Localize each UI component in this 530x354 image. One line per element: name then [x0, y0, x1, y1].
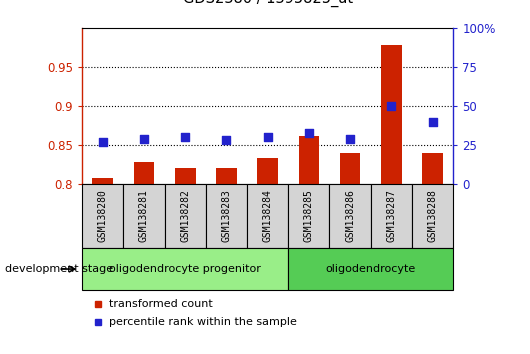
Bar: [92, 178, 113, 184]
Text: GSM138284: GSM138284: [263, 189, 272, 242]
Text: GSM138286: GSM138286: [345, 189, 355, 242]
Text: oligodendrocyte: oligodendrocyte: [325, 264, 416, 274]
Bar: [288, 248, 453, 290]
Bar: [381, 45, 402, 184]
Point: [346, 136, 355, 142]
Bar: [412, 184, 453, 248]
Text: transformed count: transformed count: [109, 299, 213, 309]
Bar: [298, 136, 319, 184]
Bar: [258, 158, 278, 184]
Text: percentile rank within the sample: percentile rank within the sample: [109, 317, 296, 327]
Text: GSM138281: GSM138281: [139, 189, 149, 242]
Bar: [370, 184, 412, 248]
Text: oligodendrocyte progenitor: oligodendrocyte progenitor: [109, 264, 261, 274]
Text: GSM138285: GSM138285: [304, 189, 314, 242]
Bar: [340, 153, 360, 184]
Text: development stage: development stage: [5, 264, 113, 274]
Bar: [134, 162, 154, 184]
Bar: [216, 168, 237, 184]
Text: GSM138282: GSM138282: [180, 189, 190, 242]
Text: GSM138288: GSM138288: [428, 189, 438, 242]
Point: [428, 119, 437, 125]
Text: GSM138283: GSM138283: [222, 189, 232, 242]
Bar: [82, 248, 288, 290]
Bar: [247, 184, 288, 248]
Point: [99, 139, 107, 145]
Bar: [422, 153, 443, 184]
Bar: [206, 184, 247, 248]
Text: GSM138287: GSM138287: [386, 189, 396, 242]
Bar: [330, 184, 370, 248]
Point: [387, 103, 395, 109]
Point: [305, 130, 313, 136]
Text: GDS2380 / 1395825_at: GDS2380 / 1395825_at: [183, 0, 352, 7]
Point: [140, 136, 148, 142]
Point: [222, 138, 231, 143]
Point: [181, 135, 189, 140]
Bar: [165, 184, 206, 248]
Bar: [175, 168, 196, 184]
Bar: [288, 184, 330, 248]
Bar: [82, 184, 123, 248]
Bar: [123, 184, 165, 248]
Point: [263, 135, 272, 140]
Text: GSM138280: GSM138280: [98, 189, 108, 242]
